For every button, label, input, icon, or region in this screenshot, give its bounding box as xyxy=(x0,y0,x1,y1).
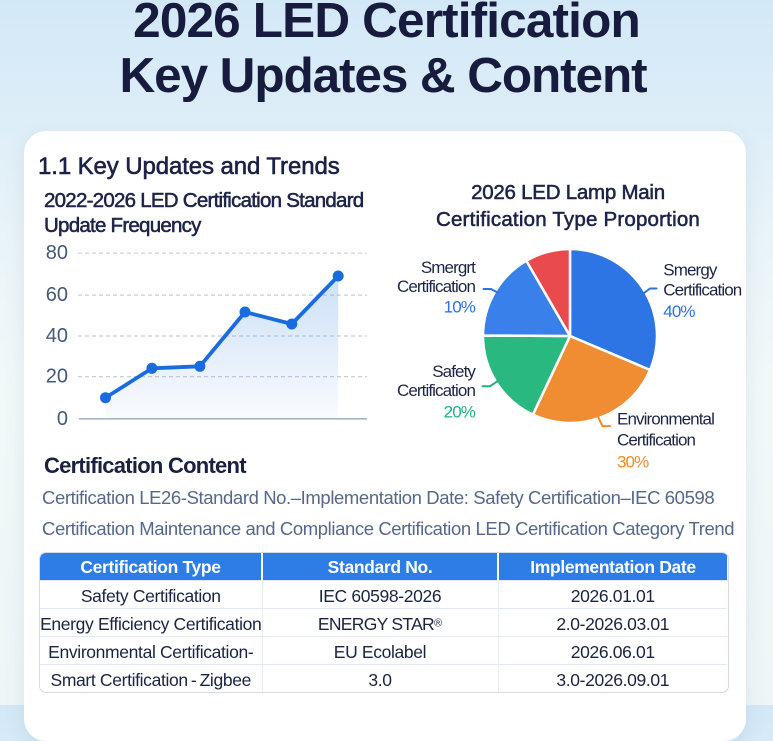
svg-text:20: 20 xyxy=(46,366,68,388)
svg-text:Safety: Safety xyxy=(432,362,476,381)
svg-text:20%: 20% xyxy=(444,402,476,421)
svg-text:40%: 40% xyxy=(663,302,695,321)
svg-text:Certification: Certification xyxy=(397,381,476,400)
svg-text:Certification: Certification xyxy=(617,430,696,449)
svg-text:60: 60 xyxy=(46,284,68,306)
svg-text:30%: 30% xyxy=(617,453,649,472)
svg-text:10%: 10% xyxy=(444,297,476,316)
svg-text:Certification: Certification xyxy=(397,277,476,296)
svg-text:Environmental: Environmental xyxy=(617,410,714,429)
svg-text:Smergy: Smergy xyxy=(663,261,718,280)
svg-text:80: 80 xyxy=(46,243,68,264)
svg-text:40: 40 xyxy=(46,325,68,347)
svg-text:Smergrt: Smergrt xyxy=(421,258,476,277)
svg-text:Certification: Certification xyxy=(663,280,742,299)
svg-text:0: 0 xyxy=(57,408,68,428)
